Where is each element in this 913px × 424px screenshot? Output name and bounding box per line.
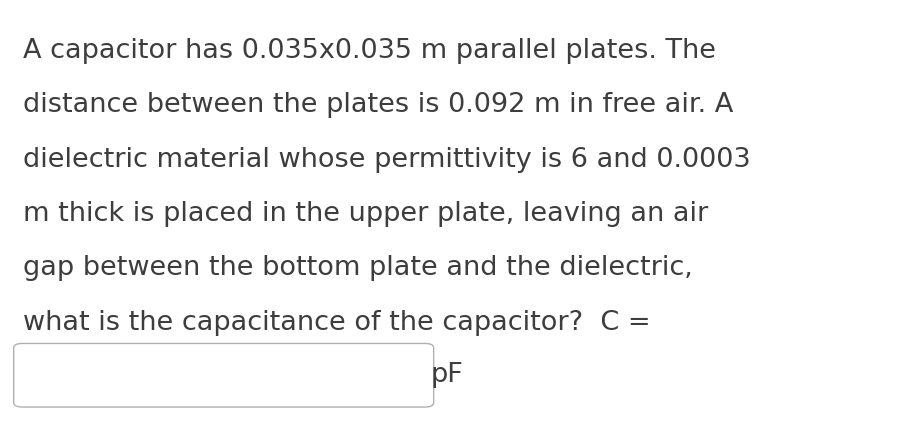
Text: m thick is placed in the upper plate, leaving an air: m thick is placed in the upper plate, le… — [23, 201, 708, 227]
Text: what is the capacitance of the capacitor?  C =: what is the capacitance of the capacitor… — [23, 310, 650, 335]
Text: pF: pF — [431, 362, 464, 388]
Text: gap between the bottom plate and the dielectric,: gap between the bottom plate and the die… — [23, 255, 693, 281]
Text: distance between the plates is 0.092 m in free air. A: distance between the plates is 0.092 m i… — [23, 92, 733, 118]
Text: dielectric material whose permittivity is 6 and 0.0003: dielectric material whose permittivity i… — [23, 147, 750, 173]
Text: A capacitor has 0.035x0.035 m parallel plates. The: A capacitor has 0.035x0.035 m parallel p… — [23, 38, 716, 64]
FancyBboxPatch shape — [14, 343, 434, 407]
